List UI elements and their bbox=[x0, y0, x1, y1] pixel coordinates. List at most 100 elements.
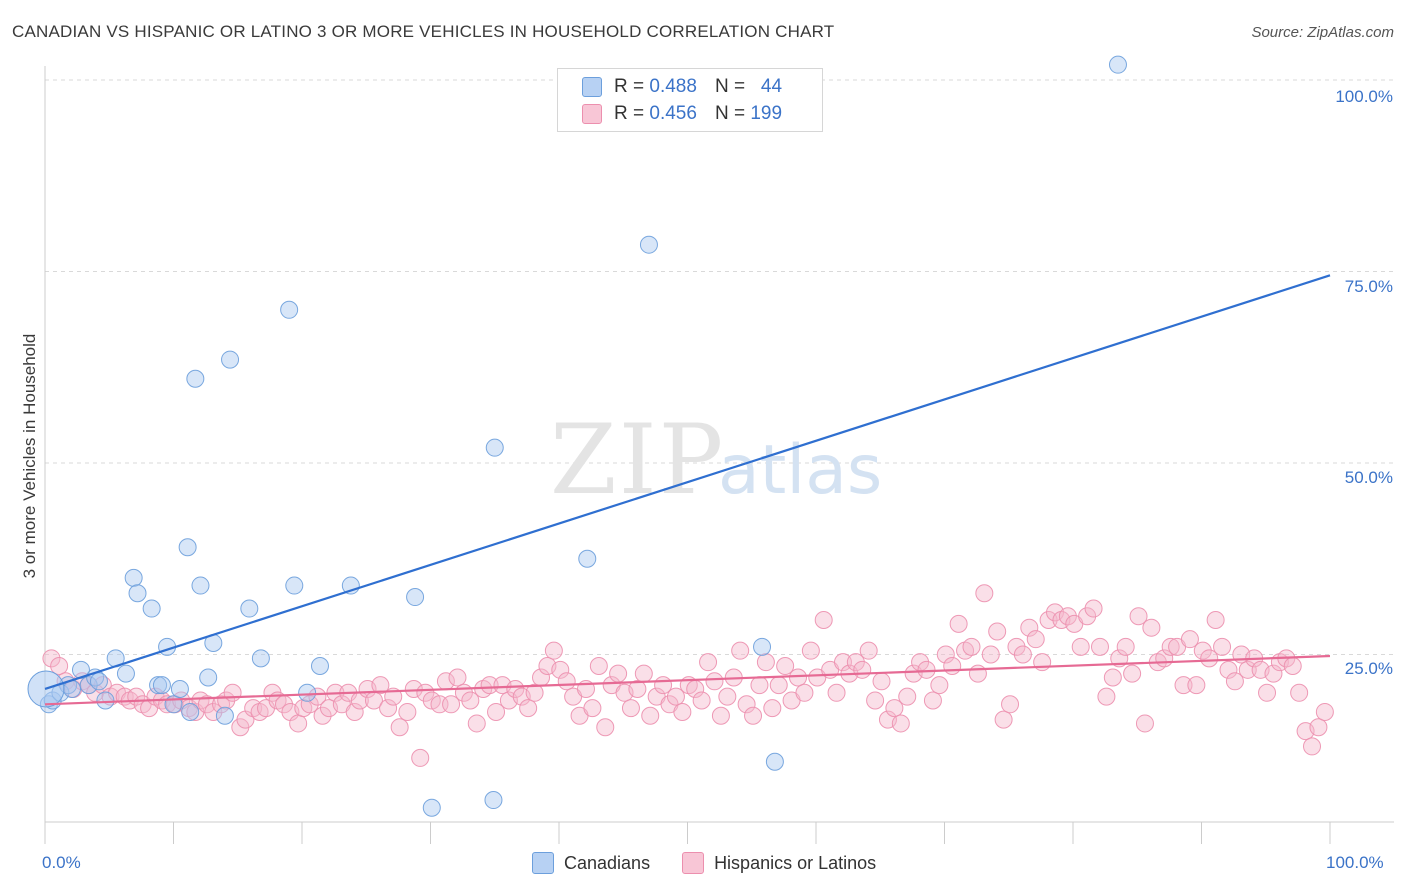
hispanics-point bbox=[1013, 645, 1032, 664]
canadians-point bbox=[199, 668, 218, 687]
hispanics-point bbox=[1084, 599, 1103, 618]
hispanics-point bbox=[442, 695, 461, 714]
hispanics-point bbox=[217, 691, 236, 710]
n-value-hispanics: 199 bbox=[750, 103, 783, 124]
hispanics-point bbox=[853, 660, 872, 679]
trend-lines bbox=[44, 274, 1331, 706]
hispanics-point bbox=[1200, 649, 1219, 668]
hispanics-point bbox=[975, 584, 994, 603]
hispanics-point bbox=[308, 687, 327, 706]
hispanics-swatch bbox=[582, 104, 602, 124]
hispanics-point bbox=[544, 641, 563, 660]
y-tick-50: 50.0% bbox=[1344, 468, 1393, 487]
hispanics-point bbox=[917, 660, 936, 679]
hispanics-point bbox=[814, 611, 833, 630]
hispanics-point bbox=[371, 676, 390, 695]
n-label: N = bbox=[714, 76, 746, 97]
legend-label-hispanics: Hispanics or Latinos bbox=[714, 852, 877, 873]
hispanics-point bbox=[1026, 630, 1045, 649]
hispanics-point bbox=[744, 706, 763, 725]
hispanics-point bbox=[962, 637, 981, 656]
grid-lines bbox=[45, 79, 1394, 655]
hispanics-legend-swatch bbox=[682, 852, 705, 874]
canadians-point bbox=[96, 691, 115, 710]
hispanics-point bbox=[628, 679, 647, 698]
hispanics-point bbox=[769, 676, 788, 695]
hispanics-point bbox=[981, 645, 1000, 664]
watermark-atlas: atlas bbox=[718, 431, 882, 510]
r-value-hispanics: 0.456 bbox=[649, 103, 697, 124]
x-tick-min: 0.0% bbox=[42, 853, 81, 872]
hispanics-point bbox=[1078, 607, 1097, 626]
hispanics-point bbox=[801, 641, 820, 660]
hispanics-point bbox=[1097, 687, 1116, 706]
stats-legend: R = 0.488 N = 44 R = 0.456 N = 199 bbox=[557, 68, 823, 132]
hispanics-point bbox=[1001, 695, 1020, 714]
hispanics-point bbox=[872, 672, 891, 691]
hispanics-point bbox=[795, 683, 814, 702]
hispanics-point bbox=[589, 656, 608, 675]
hispanics-point bbox=[551, 660, 570, 679]
legend-item-canadians[interactable]: Canadians bbox=[532, 852, 650, 874]
canadians-point bbox=[285, 576, 304, 595]
hispanics-point bbox=[621, 699, 640, 718]
r-value-canadians: 0.488 bbox=[649, 76, 697, 97]
hispanics-point bbox=[949, 614, 968, 633]
hispanics-point bbox=[705, 672, 724, 691]
canadians-point bbox=[484, 791, 503, 810]
hispanics-point bbox=[300, 695, 319, 714]
hispanics-point bbox=[1142, 618, 1161, 637]
canadians-point bbox=[149, 676, 168, 695]
hispanics-point bbox=[1161, 637, 1180, 656]
hispanics-point bbox=[519, 699, 538, 718]
hispanics-point bbox=[596, 718, 615, 737]
hispanics-point bbox=[859, 641, 878, 660]
hispanics-point bbox=[1039, 611, 1058, 630]
hispanics-point bbox=[673, 702, 692, 721]
source-note: Source: ZipAtlas.com bbox=[1251, 24, 1394, 41]
r-label: R = bbox=[614, 103, 645, 124]
hispanics-point bbox=[898, 687, 917, 706]
hispanics-point bbox=[416, 683, 435, 702]
canadians-point bbox=[765, 752, 784, 771]
canadians-point bbox=[170, 679, 189, 698]
hispanics-point bbox=[641, 706, 660, 725]
hispanics-point bbox=[1174, 676, 1193, 695]
canadians-point bbox=[280, 300, 299, 319]
axes bbox=[44, 66, 1394, 844]
hispanics-point bbox=[1193, 641, 1212, 660]
hispanics-point bbox=[943, 656, 962, 675]
hispanics-point bbox=[936, 645, 955, 664]
hispanics-point bbox=[1180, 630, 1199, 649]
canadians-point bbox=[186, 369, 205, 388]
hispanics-point bbox=[379, 699, 398, 718]
canadians-legend-swatch bbox=[532, 852, 554, 874]
hispanics-point bbox=[1309, 718, 1328, 737]
canadians-point bbox=[142, 599, 161, 618]
canadians-point bbox=[178, 538, 197, 557]
hispanics-point bbox=[1058, 607, 1077, 626]
canadians-point bbox=[485, 438, 504, 457]
hispanics-point bbox=[885, 699, 904, 718]
hispanics-point bbox=[1238, 660, 1257, 679]
hispanics-point bbox=[833, 653, 852, 672]
canadians-point bbox=[116, 664, 135, 683]
hispanics-point bbox=[994, 710, 1013, 729]
canadians-point bbox=[79, 676, 98, 695]
canadians-point bbox=[128, 584, 147, 603]
hispanics-point bbox=[1303, 737, 1322, 756]
legend-item-hispanics[interactable]: Hispanics or Latinos bbox=[682, 852, 876, 874]
hispanics-point bbox=[827, 683, 846, 702]
hispanics-point bbox=[763, 699, 782, 718]
hispanics-point bbox=[634, 664, 653, 683]
hispanics-point bbox=[866, 691, 885, 710]
watermark-zip: ZIP bbox=[550, 404, 725, 516]
hispanics-point bbox=[480, 676, 499, 695]
hispanics-point bbox=[1110, 649, 1129, 668]
hispanics-point bbox=[930, 676, 949, 695]
canadians-point bbox=[310, 656, 329, 675]
hispanics-point bbox=[750, 676, 769, 695]
hispanics-point bbox=[86, 683, 105, 702]
hispanics-point bbox=[289, 714, 308, 733]
